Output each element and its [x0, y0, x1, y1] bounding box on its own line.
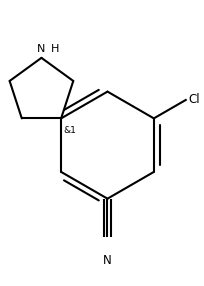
- Text: H: H: [50, 45, 59, 55]
- Text: N: N: [103, 254, 111, 267]
- Text: &1: &1: [63, 126, 76, 135]
- Text: Cl: Cl: [187, 94, 199, 106]
- Text: N: N: [37, 45, 45, 55]
